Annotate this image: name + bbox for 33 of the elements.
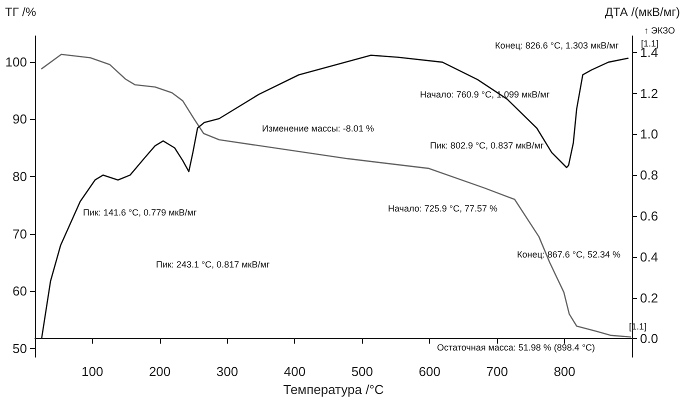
y2-tick-label: 0.2 [640, 290, 658, 306]
annotation: Остаточная масса: 51.98 % (898.4 °C) [437, 342, 596, 352]
annotation: Пик: 243.1 °C, 0.817 мкВ/мг [156, 260, 270, 270]
y-tick-label: 70 [12, 226, 27, 242]
y2-tick-label: 0.6 [640, 208, 658, 224]
y2-axis-title: ДТА /(мкВ/мг) [604, 5, 680, 19]
x-tick-label: 800 [554, 364, 576, 380]
y2-tick-label: 0.4 [640, 249, 658, 264]
text: ↑ ЭКЗО [644, 26, 675, 36]
x-tick-label: 200 [148, 364, 171, 380]
y2-tick-label: 1.0 [640, 126, 658, 142]
annotation: Конец: 867.6 °C, 52.34 % [517, 250, 621, 260]
annotation: Пик: 802.9 °C, 0.837 мкВ/мг [430, 140, 544, 150]
x-tick-label: 100 [81, 364, 104, 380]
y2-tick-label: 1.2 [640, 86, 658, 101]
annotation: Начало: 725.9 °C, 77.57 % [388, 204, 498, 214]
y-tick-label: 80 [12, 168, 27, 184]
annotation: Конец: 826.6 °C, 1.303 мкВ/мг [495, 40, 620, 50]
y-tick-label: 90 [12, 112, 27, 127]
annotation: Изменение массы: -8.01 % [262, 124, 374, 134]
y-tick-label: 60 [12, 284, 27, 299]
annotation: Пик: 141.6 °C, 0.779 мкВ/мг [83, 208, 198, 218]
x-tick-label: 500 [351, 364, 374, 380]
x-axis-title: Температура /°C [283, 382, 384, 397]
y2-tick-label: 0.8 [640, 168, 658, 183]
x-tick-label: 700 [486, 364, 508, 380]
x-tick-label: 400 [284, 364, 306, 380]
x-tick-label: 300 [216, 364, 238, 380]
y-axis-title: ТГ /% [5, 5, 36, 19]
x-tick-label: 600 [418, 364, 440, 380]
y2-tick-label: 0.0 [640, 331, 658, 346]
y-tick-label: 100 [5, 54, 27, 70]
y-tick-label: 50 [12, 341, 27, 356]
